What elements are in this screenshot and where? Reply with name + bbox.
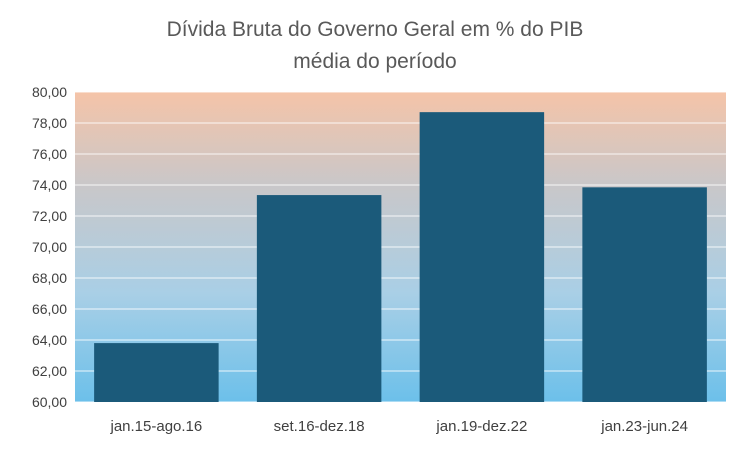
y-tick-label: 60,00 <box>32 394 67 410</box>
y-tick-label: 74,00 <box>32 177 67 193</box>
y-tick-label: 72,00 <box>32 208 67 224</box>
x-tick-label: set.16-dez.18 <box>274 418 365 435</box>
x-tick-label: jan.19-dez.22 <box>435 418 527 435</box>
bar <box>256 195 382 402</box>
x-axis: jan.15-ago.16 set.16-dez.18 jan.19-dez.22 j… <box>110 418 688 435</box>
y-tick-label: 76,00 <box>32 146 67 162</box>
x-tick-label: jan.23-jun.24 <box>600 418 688 435</box>
y-tick-label: 68,00 <box>32 270 67 286</box>
bar <box>582 187 707 402</box>
chart-title: Dívida Bruta do Governo Geral em % do PI… <box>166 18 584 41</box>
bar <box>94 343 219 402</box>
y-tick-label: 62,00 <box>32 363 67 379</box>
chart-subtitle: média do período <box>293 50 457 73</box>
y-tick-label: 80,00 <box>32 84 67 100</box>
y-tick-label: 64,00 <box>32 332 67 348</box>
bar <box>419 112 545 403</box>
y-axis: 60,00 62,00 64,00 66,00 68,00 70,00 72,00 74,00… <box>32 84 67 410</box>
y-tick-label: 66,00 <box>32 301 67 317</box>
y-tick-label: 70,00 <box>32 239 67 255</box>
y-tick-label: 78,00 <box>32 115 67 131</box>
x-tick-label: jan.15-ago.16 <box>110 418 203 435</box>
bars <box>94 112 707 403</box>
